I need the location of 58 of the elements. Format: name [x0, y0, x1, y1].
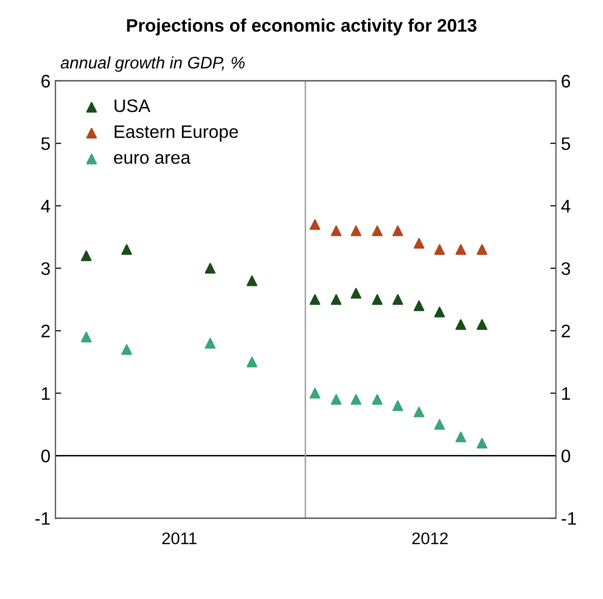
point: [310, 219, 320, 230]
point: [246, 356, 258, 368]
y2-tick-label: 0: [562, 450, 570, 462]
point: [80, 332, 92, 342]
point: [392, 400, 404, 412]
point: [310, 294, 320, 305]
point: [330, 394, 342, 405]
point: [476, 438, 488, 449]
chart-title: Projections of economic activity for 2013: [127, 18, 476, 36]
y2-tick-label: 3: [562, 262, 570, 275]
point: [246, 275, 258, 286]
point: [455, 319, 466, 330]
legend-label: USA: [114, 99, 150, 112]
point: [350, 394, 362, 405]
point: [350, 288, 362, 299]
point: [310, 388, 320, 399]
point: [434, 419, 445, 430]
point: [80, 250, 92, 262]
y-tick-label: 0: [41, 450, 50, 462]
point: [414, 238, 424, 249]
y-tick-label: 5: [41, 137, 50, 150]
point: [350, 225, 362, 236]
point: [204, 262, 216, 274]
y-tick-label: 6: [41, 74, 50, 88]
y-tick-label: 2: [41, 324, 50, 338]
point: [121, 344, 132, 355]
point: [372, 394, 383, 405]
y-tick-label: 4: [40, 200, 50, 212]
point: [455, 432, 466, 442]
legend-label: Eastern Europe: [114, 125, 238, 142]
legend-label: euro area: [114, 154, 191, 164]
y-tick-label: -1: [35, 512, 50, 525]
point: [372, 225, 383, 236]
y2-tick-label: -1: [562, 512, 576, 525]
point: [476, 319, 488, 330]
y2-tick-label: 6: [562, 74, 570, 88]
y-tick-label: 1: [42, 387, 50, 400]
point: [414, 406, 424, 418]
y2-tick-label: 4: [561, 200, 570, 212]
y2-tick-label: 2: [562, 324, 570, 338]
x-tick-label: 2011: [162, 532, 197, 544]
point: [414, 300, 424, 312]
chart-subtitle: annual growth in GDP, %: [60, 56, 245, 72]
point: [392, 294, 404, 305]
x-tick-label: 2012: [412, 532, 448, 544]
point: [372, 294, 383, 305]
y-tick-label: 3: [41, 262, 50, 275]
point: [434, 306, 445, 318]
point: [204, 338, 216, 349]
point: [455, 244, 466, 255]
point: [121, 244, 132, 255]
y2-tick-label: 1: [562, 387, 570, 400]
point: [476, 244, 488, 255]
point: [330, 294, 342, 305]
point: [330, 225, 342, 236]
y2-tick-label: 5: [562, 137, 570, 150]
point: [434, 244, 445, 255]
point: [392, 225, 404, 236]
